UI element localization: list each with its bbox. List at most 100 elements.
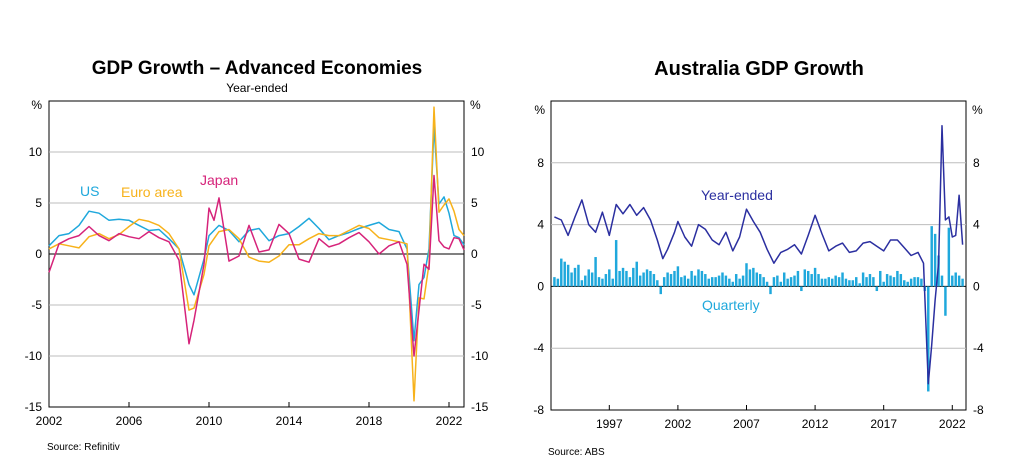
bar-quarterly [765, 281, 769, 287]
bar-quarterly [638, 275, 642, 287]
x-tick-label: 2018 [356, 414, 383, 428]
australia-gdp-growth-chart: Australia GDP Growth % % -8 -8-4 -40 04 48 8 … [533, 58, 984, 458]
bar-quarterly [635, 261, 638, 287]
bar-quarterly [666, 272, 669, 287]
bar-quarterly [573, 267, 577, 287]
y-tick-label-right: -4 [973, 341, 984, 355]
bar-quarterly [841, 272, 844, 287]
bar-quarterly [700, 270, 704, 287]
bar-quarterly [940, 275, 944, 287]
bar-quarterly [566, 264, 570, 287]
chart-title: GDP Growth – Advanced Economies [92, 58, 422, 79]
bar-quarterly [686, 278, 690, 287]
y-unit-left: % [534, 103, 545, 117]
bar-quarterly [861, 272, 865, 287]
bar-quarterly [834, 275, 837, 287]
y-tick-label-left: 5 [35, 196, 42, 210]
y-unit-right: % [972, 103, 983, 117]
x-tick-label: 2010 [196, 414, 223, 428]
bar-quarterly [892, 277, 896, 287]
bar-quarterly [563, 261, 566, 287]
bar-quarterly [951, 275, 954, 287]
y-unit-left: % [31, 98, 42, 112]
bar-quarterly [707, 278, 711, 287]
bar-quarterly [597, 277, 601, 287]
bar-quarterly [844, 278, 848, 287]
bar-quarterly [858, 283, 861, 287]
x-tick-label: 2012 [802, 417, 829, 431]
x-tick-label: 2002 [36, 414, 63, 428]
bar-quarterly [680, 277, 683, 287]
bar-quarterly [741, 275, 745, 287]
bar-quarterly [748, 269, 752, 287]
bar-quarterly [632, 267, 635, 287]
y-tick-label-left: -10 [25, 349, 43, 363]
gdp-advanced-economies-chart: GDP Growth – Advanced Economies Year-end… [25, 58, 489, 453]
bar-quarterly [621, 267, 625, 287]
y-tick-label-right: 10 [471, 145, 485, 159]
bar-quarterly [954, 272, 957, 287]
bar-quarterly [896, 270, 899, 287]
y-tick-label-right: -5 [471, 298, 482, 312]
bar-quarterly [885, 274, 889, 287]
bar-quarterly [903, 280, 906, 287]
x-tick-label: 2006 [116, 414, 143, 428]
bar-quarterly [570, 272, 573, 287]
y-tick-label-right: 8 [973, 156, 980, 170]
bar-quarterly [803, 269, 807, 287]
bar-quarterly [913, 277, 916, 287]
bar-quarterly [714, 277, 717, 287]
bar-quarterly [782, 272, 786, 287]
series-line-japan [48, 174, 465, 357]
x-tick-label: 2014 [276, 414, 303, 428]
y-tick-label-right: -8 [973, 403, 984, 417]
x-tick-label: 2022 [939, 417, 966, 431]
bar-quarterly [944, 286, 947, 316]
bar-quarterly [879, 270, 882, 287]
bar-quarterly [690, 270, 693, 287]
bar-quarterly [789, 277, 793, 287]
bar-quarterly [779, 281, 783, 287]
bar-quarterly [947, 227, 951, 287]
bar-quarterly [611, 278, 614, 287]
y-tick-label-left: -15 [25, 400, 43, 414]
plot-frame [550, 100, 967, 411]
source-note: Source: Refinitiv [47, 442, 120, 453]
bar-quarterly [724, 275, 728, 287]
series-label-euro-area: Euro area [121, 184, 183, 200]
series-label-quarterly: Quarterly [702, 297, 760, 313]
bar-quarterly [820, 278, 824, 287]
bar-quarterly [872, 277, 875, 287]
bar-quarterly [577, 264, 580, 287]
y-tick-label-left: -5 [31, 298, 42, 312]
bar-quarterly [659, 286, 662, 295]
bar-quarterly [645, 269, 649, 287]
bar-quarterly [710, 277, 714, 287]
bar-quarterly [827, 277, 831, 287]
bar-quarterly [738, 278, 741, 287]
bar-quarterly [594, 257, 597, 287]
bar-quarterly [824, 278, 827, 287]
bar-quarterly [669, 274, 673, 287]
bar-quarterly [786, 278, 789, 287]
bar-quarterly [927, 286, 930, 392]
chart-subtitle: Year-ended [226, 81, 288, 95]
bar-quarterly [755, 272, 759, 287]
bar-quarterly [899, 274, 903, 287]
bar-quarterly [683, 275, 686, 287]
bar-quarterly [909, 278, 913, 287]
series-label-year-ended: Year-ended [701, 187, 773, 203]
bar-quarterly [614, 240, 618, 287]
x-tick-label: 1997 [596, 417, 623, 431]
bar-quarterly [584, 275, 587, 287]
bar-quarterly [590, 272, 594, 287]
x-tick-label: 2007 [733, 417, 760, 431]
bar-quarterly [601, 278, 604, 287]
bar-quarterly [800, 286, 803, 292]
bar-quarterly [810, 274, 813, 287]
bar-quarterly [673, 270, 676, 287]
y-tick-label-left: 0 [35, 247, 42, 261]
bar-quarterly [752, 267, 755, 287]
bar-quarterly [560, 258, 563, 287]
